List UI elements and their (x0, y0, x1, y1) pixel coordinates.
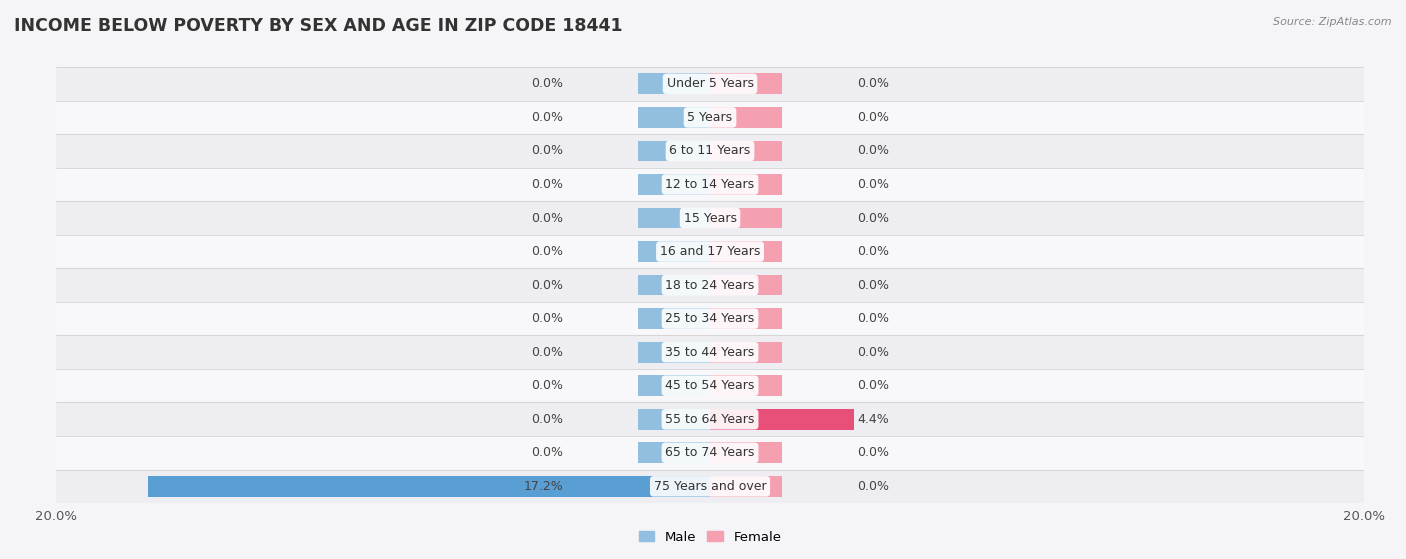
Text: 18 to 24 Years: 18 to 24 Years (665, 278, 755, 292)
Text: 0.0%: 0.0% (531, 278, 562, 292)
Bar (56, 134, 1364, 168)
Text: 0.0%: 0.0% (858, 345, 889, 359)
Bar (710, 140, 782, 162)
Bar (638, 342, 710, 363)
Bar (710, 308, 782, 329)
Text: 5 Years: 5 Years (688, 111, 733, 124)
Text: 0.0%: 0.0% (858, 312, 889, 325)
Bar (710, 207, 782, 229)
Text: 0.0%: 0.0% (858, 480, 889, 493)
Bar (710, 107, 782, 128)
Bar (638, 140, 710, 162)
Bar (638, 274, 710, 296)
Bar (638, 308, 710, 329)
Text: 0.0%: 0.0% (531, 111, 562, 124)
Text: INCOME BELOW POVERTY BY SEX AND AGE IN ZIP CODE 18441: INCOME BELOW POVERTY BY SEX AND AGE IN Z… (14, 17, 623, 35)
Bar (56, 201, 1364, 235)
Text: 35 to 44 Years: 35 to 44 Years (665, 345, 755, 359)
Bar (710, 375, 782, 396)
Bar (710, 409, 853, 430)
Text: 0.0%: 0.0% (531, 245, 562, 258)
Text: 0.0%: 0.0% (858, 245, 889, 258)
Bar (56, 335, 1364, 369)
Bar (638, 207, 710, 229)
Text: 65 to 74 Years: 65 to 74 Years (665, 446, 755, 459)
Bar (56, 302, 1364, 335)
Text: 75 Years and over: 75 Years and over (654, 480, 766, 493)
Bar (638, 174, 710, 195)
Bar (56, 268, 1364, 302)
Bar (56, 101, 1364, 134)
Text: Source: ZipAtlas.com: Source: ZipAtlas.com (1274, 17, 1392, 27)
Bar (56, 67, 1364, 101)
Bar (56, 470, 1364, 503)
Text: 0.0%: 0.0% (858, 446, 889, 459)
Text: 0.0%: 0.0% (531, 77, 562, 91)
Text: 0.0%: 0.0% (531, 413, 562, 426)
Text: 0.0%: 0.0% (531, 211, 562, 225)
Bar (638, 107, 710, 128)
Text: 0.0%: 0.0% (858, 379, 889, 392)
Bar (638, 241, 710, 262)
Bar (638, 73, 710, 94)
Bar (710, 241, 782, 262)
Text: 0.0%: 0.0% (858, 144, 889, 158)
Text: 0.0%: 0.0% (531, 379, 562, 392)
Bar (56, 436, 1364, 470)
Text: 15 Years: 15 Years (683, 211, 737, 225)
Text: Under 5 Years: Under 5 Years (666, 77, 754, 91)
Text: 0.0%: 0.0% (858, 111, 889, 124)
Text: 45 to 54 Years: 45 to 54 Years (665, 379, 755, 392)
Bar (710, 73, 782, 94)
Bar (638, 409, 710, 430)
Text: 0.0%: 0.0% (858, 77, 889, 91)
Bar (638, 442, 710, 463)
Text: 0.0%: 0.0% (531, 345, 562, 359)
Bar (638, 375, 710, 396)
Text: 55 to 64 Years: 55 to 64 Years (665, 413, 755, 426)
Text: 4.4%: 4.4% (858, 413, 889, 426)
Bar (148, 476, 710, 497)
Text: 0.0%: 0.0% (531, 446, 562, 459)
Text: 0.0%: 0.0% (531, 178, 562, 191)
Text: 0.0%: 0.0% (531, 312, 562, 325)
Bar (710, 174, 782, 195)
Text: 0.0%: 0.0% (858, 211, 889, 225)
Text: 25 to 34 Years: 25 to 34 Years (665, 312, 755, 325)
Text: 0.0%: 0.0% (858, 278, 889, 292)
Bar (710, 274, 782, 296)
Text: 6 to 11 Years: 6 to 11 Years (669, 144, 751, 158)
Text: 0.0%: 0.0% (858, 178, 889, 191)
Legend: Male, Female: Male, Female (633, 525, 787, 549)
Text: 16 and 17 Years: 16 and 17 Years (659, 245, 761, 258)
Bar (56, 235, 1364, 268)
Bar (710, 476, 782, 497)
Bar (56, 168, 1364, 201)
Text: 0.0%: 0.0% (531, 144, 562, 158)
Bar (56, 402, 1364, 436)
Text: 17.2%: 17.2% (523, 480, 562, 493)
Text: 12 to 14 Years: 12 to 14 Years (665, 178, 755, 191)
Bar (710, 442, 782, 463)
Bar (56, 369, 1364, 402)
Bar (710, 342, 782, 363)
